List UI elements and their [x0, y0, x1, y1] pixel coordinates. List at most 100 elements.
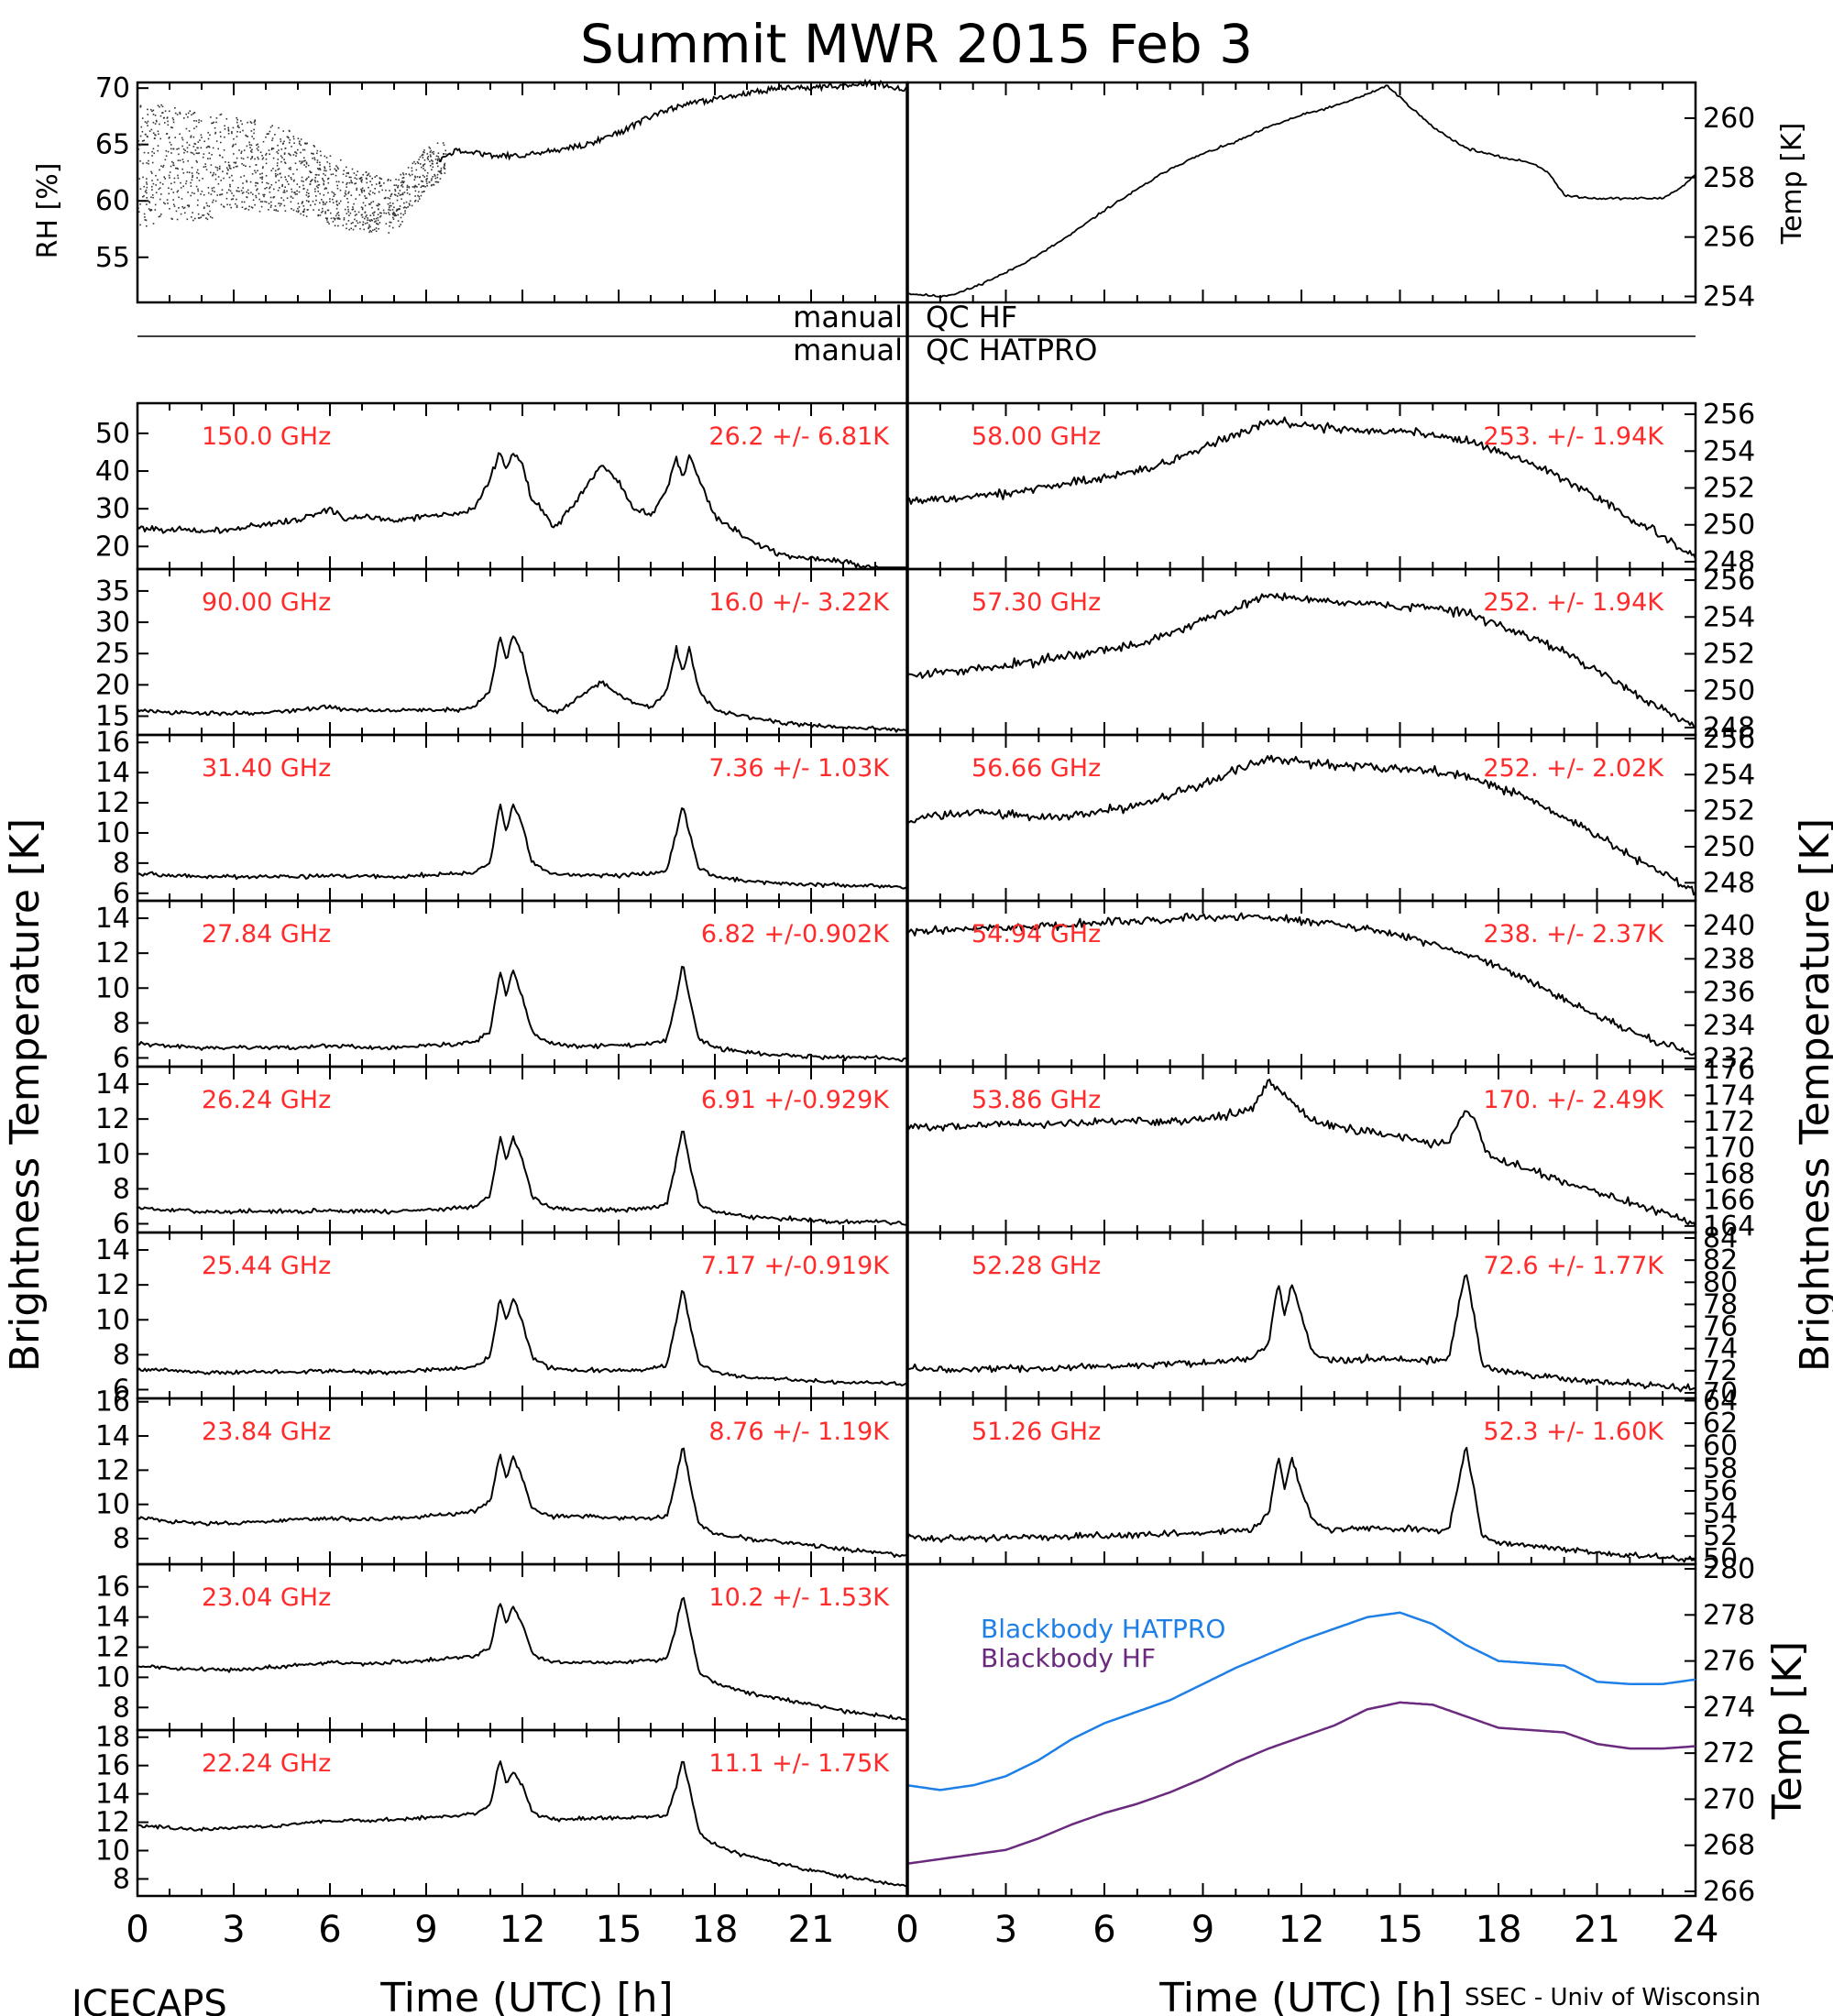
rh-point	[350, 194, 353, 196]
y-tick-label: 62	[1703, 1408, 1738, 1440]
rh-point	[348, 214, 350, 216]
freq-label: 22.24 GHz	[202, 1749, 331, 1778]
y-tick-label: 55	[95, 242, 130, 274]
rh-point	[347, 202, 349, 203]
rh-point	[356, 220, 357, 222]
rh-point	[388, 212, 390, 214]
rh-point	[371, 206, 373, 209]
rh-point	[380, 184, 382, 187]
rh-point	[263, 195, 265, 198]
rh-point	[310, 181, 312, 182]
rh-point	[174, 112, 177, 115]
freq-label: 52.28 GHz	[971, 1252, 1101, 1280]
rh-point	[214, 126, 216, 129]
rh-point	[265, 175, 268, 177]
rh-point	[414, 162, 417, 165]
rh-point	[302, 201, 304, 203]
x-tick-label-left: 0	[126, 1909, 148, 1951]
rh-point	[354, 177, 357, 179]
rh-point	[308, 195, 310, 197]
rh-point	[403, 181, 405, 182]
y-tick-label: 252	[1703, 795, 1755, 827]
rh-point	[279, 173, 281, 175]
panel-90-00-x-ticks	[137, 569, 908, 735]
rh-point	[272, 157, 275, 159]
rh-point	[295, 210, 298, 213]
x-tick-label-right: 21	[1574, 1909, 1620, 1951]
rh-point	[369, 190, 371, 192]
rh-point	[272, 196, 275, 199]
rh-point	[139, 143, 142, 146]
rh-point	[273, 209, 276, 211]
rh-point	[304, 159, 306, 162]
rh-point	[385, 189, 387, 192]
rh-point	[196, 204, 199, 206]
rh-point	[290, 167, 291, 169]
y-tick-label: 280	[1703, 1553, 1755, 1585]
rh-point	[302, 211, 305, 213]
rh-point	[206, 213, 209, 214]
rh-point	[349, 212, 352, 214]
rh-point	[326, 178, 329, 181]
rh-point	[165, 155, 168, 157]
rh-point	[368, 224, 370, 226]
y-tick-label: 80	[1703, 1266, 1738, 1298]
rh-point	[360, 181, 363, 183]
rh-point	[261, 172, 263, 175]
rh-point	[300, 162, 302, 165]
x-tick-label-right: 9	[1191, 1909, 1214, 1951]
rh-point	[283, 153, 286, 155]
rh-point	[220, 203, 223, 206]
rh-point	[241, 192, 244, 194]
rh-point	[148, 130, 151, 132]
rh-point	[147, 114, 149, 115]
x-tick-label-right: 24	[1673, 1909, 1719, 1951]
rh-point	[243, 201, 246, 203]
rh-point	[282, 192, 285, 193]
x-tick-label-right: 15	[1377, 1909, 1423, 1951]
rh-point	[200, 216, 203, 218]
rh-point	[237, 187, 239, 189]
y-tick-label: 70	[1703, 1377, 1738, 1409]
rh-point	[286, 197, 289, 199]
y-tick-label: 6	[113, 1042, 130, 1074]
rh-point	[258, 158, 259, 160]
rh-point	[359, 227, 361, 230]
rh-point	[324, 166, 325, 168]
y-tick-label: 64	[1703, 1385, 1738, 1417]
rh-point	[208, 152, 211, 154]
rh-point	[325, 157, 328, 159]
rh-point	[302, 148, 304, 151]
rh-point	[273, 196, 276, 198]
rh-point	[348, 191, 350, 193]
rh-point	[434, 159, 437, 160]
rh-point	[170, 126, 172, 128]
rh-point	[227, 128, 230, 131]
rh-point	[252, 199, 255, 202]
y-tick-label: 16	[95, 1572, 130, 1604]
rh-point	[246, 180, 247, 182]
rh-point	[322, 179, 324, 181]
rh-point	[428, 146, 431, 148]
rh-point	[306, 209, 309, 211]
rh-point	[249, 121, 252, 123]
y-tick-label: 15	[95, 701, 130, 733]
rh-point	[398, 192, 400, 194]
y-tick-label: 232	[1703, 1043, 1755, 1075]
rh-point	[342, 225, 345, 226]
rh-point	[389, 221, 390, 224]
rh-point	[188, 171, 191, 173]
rh-point	[411, 170, 413, 172]
rh-point	[167, 150, 170, 153]
rh-point	[192, 136, 195, 138]
rh-point	[146, 203, 148, 205]
rh-point	[443, 166, 445, 169]
rh-point	[323, 194, 325, 196]
rh-point	[334, 168, 336, 170]
rh-point	[216, 194, 218, 196]
rh-point	[418, 159, 420, 160]
rh-point	[165, 149, 168, 152]
rh-point	[269, 126, 272, 128]
